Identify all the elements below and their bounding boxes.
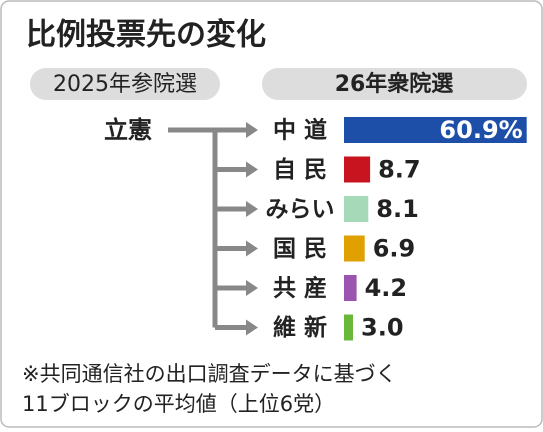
bar [344, 196, 369, 222]
arrow-head [246, 122, 258, 138]
value-label: 3.0 [361, 314, 404, 342]
category-label: みらい [266, 197, 335, 223]
source-label: 立憲 [104, 116, 152, 144]
category-label: 共 産 [273, 275, 327, 302]
category-label: 国 民 [273, 236, 327, 262]
arrow-head [246, 240, 258, 257]
from-label: 2025年参院選 [53, 72, 197, 97]
arrow-head [246, 201, 258, 217]
bar [344, 117, 527, 143]
arrow-head [246, 161, 258, 178]
value-label: 4.2 [365, 274, 408, 302]
value-label: 6.9 [373, 235, 416, 263]
value-label: 60.9% [439, 116, 522, 144]
value-label: 8.1 [376, 195, 419, 223]
bar [344, 235, 365, 262]
bar [344, 156, 371, 183]
note: ※共同通信社の出口調査データに基づく [22, 362, 397, 386]
to-pill [262, 68, 527, 100]
note: 11ブロックの平均値（上位6党） [22, 392, 335, 416]
category-label: 維 新 [273, 314, 327, 341]
value-label: 8.7 [378, 156, 421, 184]
bar [344, 314, 353, 341]
chart-title: 比例投票先の変化 [26, 18, 266, 53]
category-label: 中 道 [273, 117, 327, 144]
to-label: 26年衆院選 [335, 71, 454, 97]
bar [344, 275, 357, 301]
category-label: 自 民 [273, 156, 327, 183]
from-pill [30, 68, 220, 100]
arrow-head [246, 319, 258, 336]
arrow-head [246, 280, 258, 296]
